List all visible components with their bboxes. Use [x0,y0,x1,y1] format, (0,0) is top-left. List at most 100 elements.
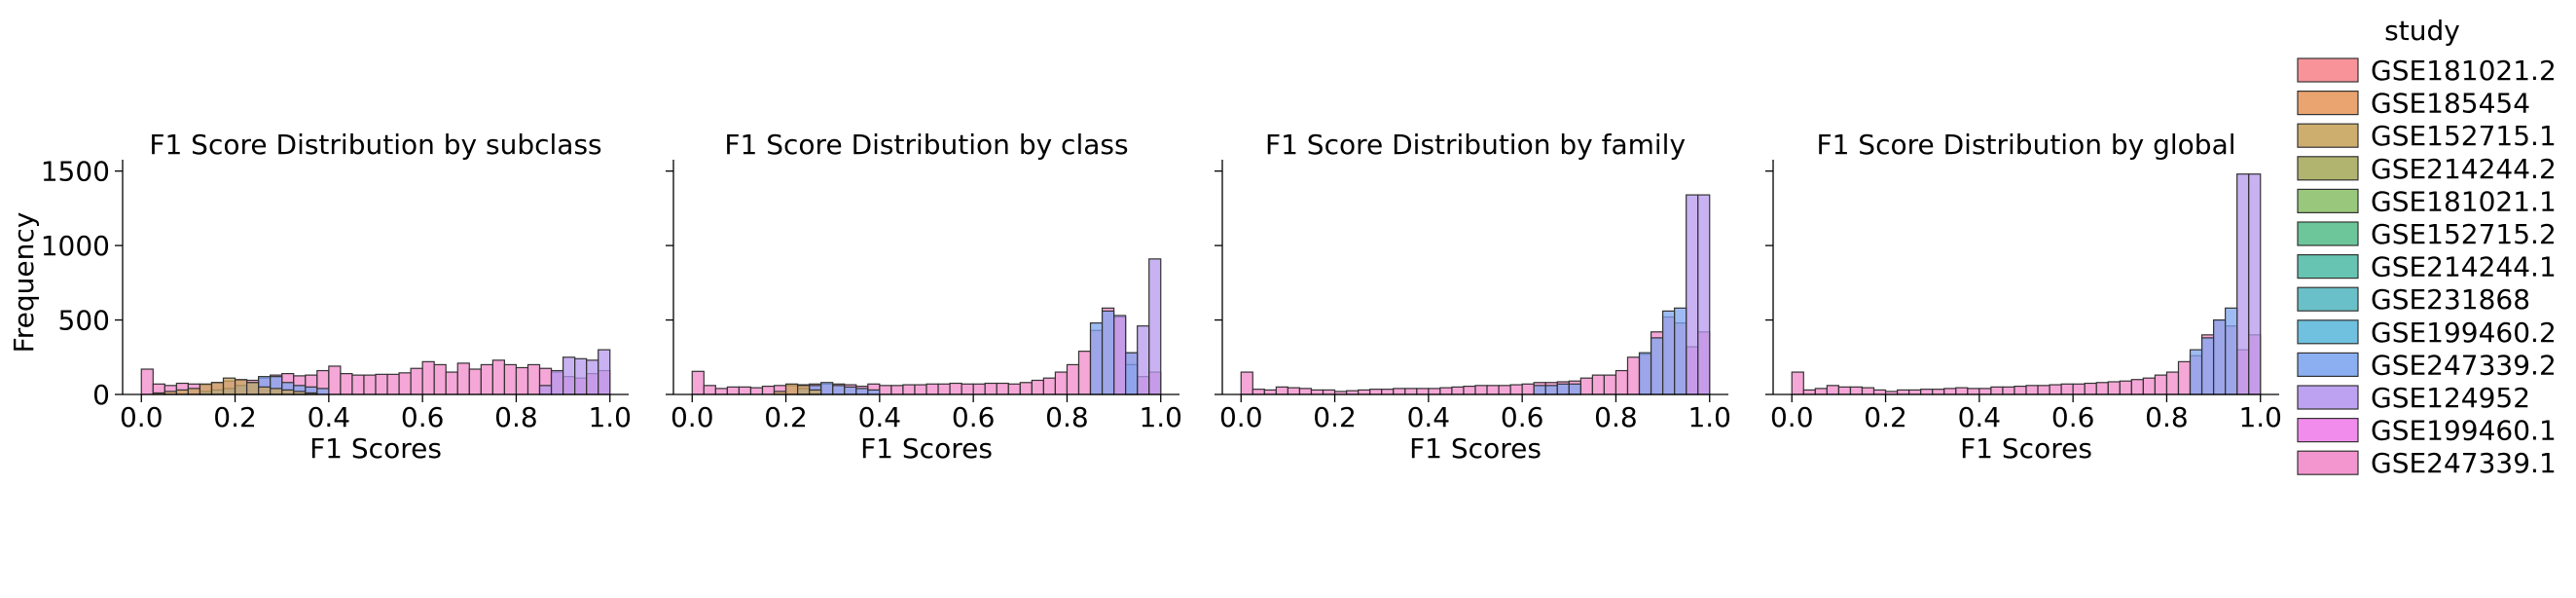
histogram-bar [245,382,260,395]
histogram-bar [809,389,822,395]
panel-title: F1 Score Distribution by subclass [149,129,601,161]
histogram-bar [1310,389,1324,395]
histogram-bar [1533,385,1546,395]
histogram-bar [1428,388,1441,395]
legend: study GSE181021.2GSE185454GSE152715.1GSE… [2297,15,2557,479]
x-tick-label: 0.2 [213,401,257,433]
histogram-bar [1591,374,1606,395]
histogram-bar [1955,387,1969,395]
histogram-bar [1486,385,1500,395]
histogram-bar [1125,352,1139,395]
histogram-bar [1112,315,1127,395]
series-GSE124952 [1686,194,1711,395]
histogram-bar [1990,386,2004,395]
histogram-bar [210,382,225,395]
x-axis-label: F1 Scores [1960,432,2092,465]
legend-swatch [2297,221,2359,246]
histogram-bar [526,363,541,395]
series-GSE124952 [2236,173,2262,395]
facet-panel-3: F1 Score Distribution by family 0.0 0.2 0.4… [1215,129,1731,465]
histogram-bar [1978,388,1992,395]
histogram-bar [1849,386,1864,395]
histogram-bar [2037,385,2050,395]
x-tick-label: 0.0 [671,401,714,433]
histogram-bar [433,363,447,395]
y-axis-label: Frequency [8,212,40,354]
x-tick-label: 0.8 [2145,401,2189,433]
histogram-bar [550,369,564,395]
x-tick-label: 0.2 [764,401,808,433]
histogram-bar [1474,385,1488,395]
histogram-bar [1896,389,1910,395]
histogram-bar [1019,382,1033,395]
histogram-bar [199,383,213,395]
histogram-bar [1861,387,1875,395]
histogram-bar [2165,371,2180,395]
histogram-bar [855,388,869,395]
histogram-bar [562,356,576,395]
histogram-bar [2014,385,2027,395]
histogram-bar [890,385,904,395]
histogram-bar [2177,360,2192,395]
legend-label: GSE152715.2 [2371,218,2557,250]
histogram-bar [1042,377,1057,395]
legend-swatch [2297,188,2359,213]
histogram-bar [258,386,272,395]
series-GSE124952 [538,349,611,395]
panel-title: F1 Score Distribution by global [1816,129,2235,161]
legend-label: GSE185454 [2371,88,2530,120]
series-GSE247339.2 [796,310,1139,395]
histogram-bar [1814,388,1828,395]
histogram-bar [1650,337,1664,395]
x-tick-label: 0.6 [1501,401,1544,433]
histogram-bar [515,366,529,395]
histogram-bar [2060,383,2074,395]
legend-entry: GSE247339.1 [2297,447,2557,479]
series-GSE124952 [1112,258,1162,395]
legend-entry: GSE181021.1 [2297,185,2557,217]
histogram-bar [2236,173,2250,395]
histogram-bar [234,379,248,395]
histogram-bar [1967,388,1980,395]
histogram-bar [2212,318,2227,395]
histogram-bar [879,385,892,395]
histogram-bar [949,382,962,395]
x-tick-label: 0.4 [308,401,351,433]
histogram-bar [691,370,705,395]
histogram-bar [1240,371,1253,395]
histogram-bar [468,368,482,395]
legend-entry: GSE247339.2 [2297,349,2557,381]
histogram-bar [2025,385,2039,395]
histogram-bar [738,386,752,395]
facet-panel-2: F1 Score Distribution by class 0.0 0.2 0.4 0… [666,129,1182,465]
x-tick-label: 1.0 [588,401,632,433]
histogram-bar [2248,173,2262,395]
x-tick-label: 1.0 [2238,401,2282,433]
histogram-bar [316,388,330,395]
legend-label: GSE181021.1 [2371,185,2557,217]
legend-swatch [2297,90,2359,116]
histogram-bar [1920,389,1934,395]
legend-entry: GSE199460.2 [2297,317,2557,349]
histogram-bar [340,372,353,395]
y-tick-label: 0 [92,379,110,411]
histogram-bar [2225,307,2238,395]
histogram-bar [820,382,834,395]
panel-title: F1 Score Distribution by class [724,129,1128,161]
legend-entry: GSE185454 [2297,88,2530,120]
histogram-bar [1439,387,1453,395]
histogram-bar [328,365,342,395]
x-tick-label: 0.4 [1407,401,1451,433]
y-tick-label: 1000 [41,230,110,262]
histogram-bar [1697,194,1711,395]
histogram-bar [1148,258,1162,395]
histogram-bar [937,383,951,395]
histogram-bar [2107,381,2121,395]
x-tick-label: 0.6 [401,401,445,433]
histogram-bar [996,382,1009,395]
histogram-bar [574,357,588,395]
x-tick-label: 0.8 [1045,401,1089,433]
histogram-bar [421,360,435,395]
histogram-bar [1007,383,1021,395]
histogram-bar [175,389,190,395]
